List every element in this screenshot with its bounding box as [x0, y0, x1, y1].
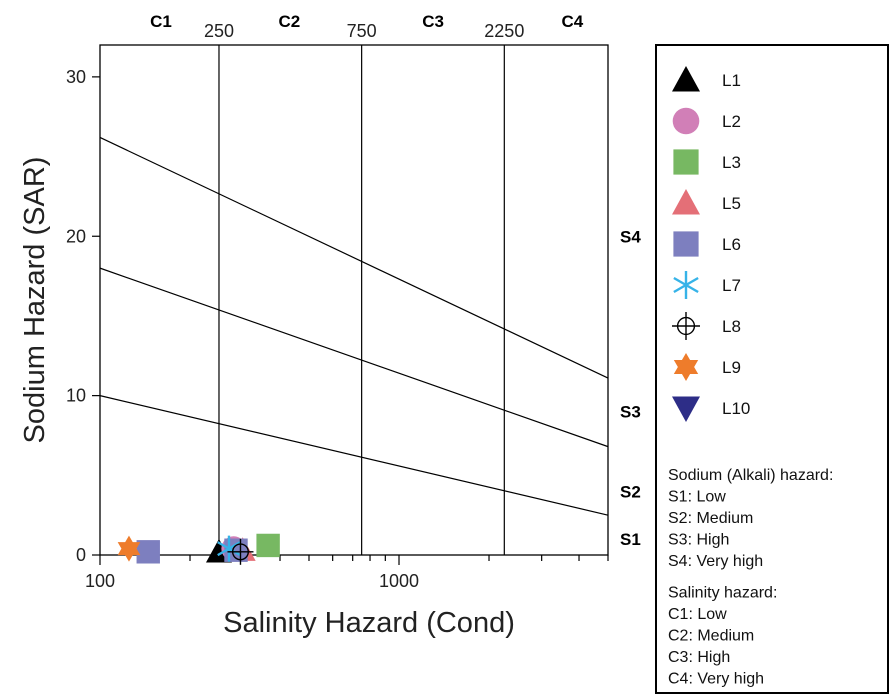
hazard-note-line: C1: Low: [668, 606, 727, 623]
hazard-note-line: S4: Very high: [668, 553, 763, 570]
legend-marker-l5: [672, 189, 700, 215]
legend-marker-l9: [673, 353, 699, 381]
legend-marker-l10: [672, 396, 700, 422]
y-tick-label: 0: [76, 545, 86, 565]
legend-marker-l2: [672, 107, 700, 135]
legend-marker-l8: [672, 312, 700, 340]
legend-marker-l6: [673, 231, 699, 257]
salinity-boundary-label: 2250: [484, 21, 524, 41]
asterisk-stroke: [673, 276, 699, 294]
salinity-class-label: C3: [422, 12, 444, 31]
axes: 0 10 20 30 100 1000: [66, 67, 609, 591]
legend-label-l7: L7: [722, 276, 741, 295]
hazard-note-line: S3: High: [668, 532, 729, 549]
sodium-class-label: S4: [620, 227, 641, 246]
legend-marker-l1: [672, 66, 700, 92]
data-point-l8: [227, 538, 254, 565]
legend-label-l9: L9: [722, 358, 741, 377]
zone-labels: 250 750 2250 C1 C2 C3 C4 S1 S2 S3 S4: [150, 12, 641, 549]
square-marker: [673, 231, 699, 257]
legend-label-l3: L3: [722, 153, 741, 172]
star-triangle-down: [117, 542, 141, 562]
salinity-class-label: C2: [279, 12, 301, 31]
y-tick-label: 30: [66, 67, 86, 87]
y-axis-title: Sodium Hazard (SAR): [19, 157, 51, 444]
asterisk-stroke: [217, 541, 241, 557]
hazard-note-line: C3: High: [668, 649, 730, 666]
triangle-up-marker: [672, 189, 700, 215]
x-axis-title: Salinity Hazard (Cond): [223, 607, 515, 639]
data-point-l6: [136, 540, 160, 564]
legend-label-l10: L10: [722, 399, 750, 418]
sodium-class-label: S3: [620, 403, 641, 422]
legend-marker-l3: [673, 149, 699, 175]
hazard-note-line: C4: Very high: [668, 671, 764, 688]
data-point-l9: [117, 535, 141, 562]
square-marker: [256, 533, 280, 558]
data-point-l7: [217, 535, 241, 562]
legend-label-l8: L8: [722, 317, 741, 336]
sodium-hazard-line: [99, 395, 609, 516]
classification-lines: [99, 45, 609, 555]
triangle-down-marker: [672, 396, 700, 422]
salinity-class-label: C4: [561, 12, 583, 31]
salinity-boundary-label: 750: [347, 21, 377, 41]
hazard-note-line: S1: Low: [668, 489, 726, 506]
data-point-l3: [256, 533, 280, 558]
hazard-notes: Sodium (Alkali) hazard: S1: Low S2: Medium…: [668, 467, 833, 688]
data-points: [117, 533, 280, 565]
sodium-hazard-line: [99, 136, 609, 379]
circle-marker: [672, 107, 700, 135]
y-tick-label: 20: [66, 226, 86, 246]
hazard-note-line: S2: Medium: [668, 510, 753, 527]
y-tick-label: 10: [66, 386, 86, 406]
salinity-boundary-label: 250: [204, 21, 234, 41]
legend: L1 L2 L3 L5 L6 L7 L8 L9 L10: [672, 66, 750, 422]
hazard-note-line: Salinity hazard:: [668, 585, 777, 602]
legend-label-l6: L6: [722, 235, 741, 254]
legend-marker-l7: [673, 271, 699, 299]
square-marker: [673, 149, 699, 175]
sodium-class-label: S2: [620, 482, 641, 501]
hazard-note-line: Sodium (Alkali) hazard:: [668, 467, 833, 484]
star-triangle-down: [673, 360, 699, 381]
square-marker: [136, 540, 160, 564]
legend-label-l5: L5: [722, 194, 741, 213]
salinity-class-label: C1: [150, 12, 172, 31]
legend-label-l2: L2: [722, 112, 741, 131]
x-tick-label: 100: [85, 571, 115, 591]
sodium-hazard-line: [99, 267, 609, 448]
legend-label-l1: L1: [722, 71, 741, 90]
x-tick-label: 1000: [379, 571, 419, 591]
plot-area-frame: [99, 44, 609, 556]
sodium-class-label: S1: [620, 530, 641, 549]
hazard-note-line: C2: Medium: [668, 628, 754, 645]
triangle-up-marker: [672, 66, 700, 92]
